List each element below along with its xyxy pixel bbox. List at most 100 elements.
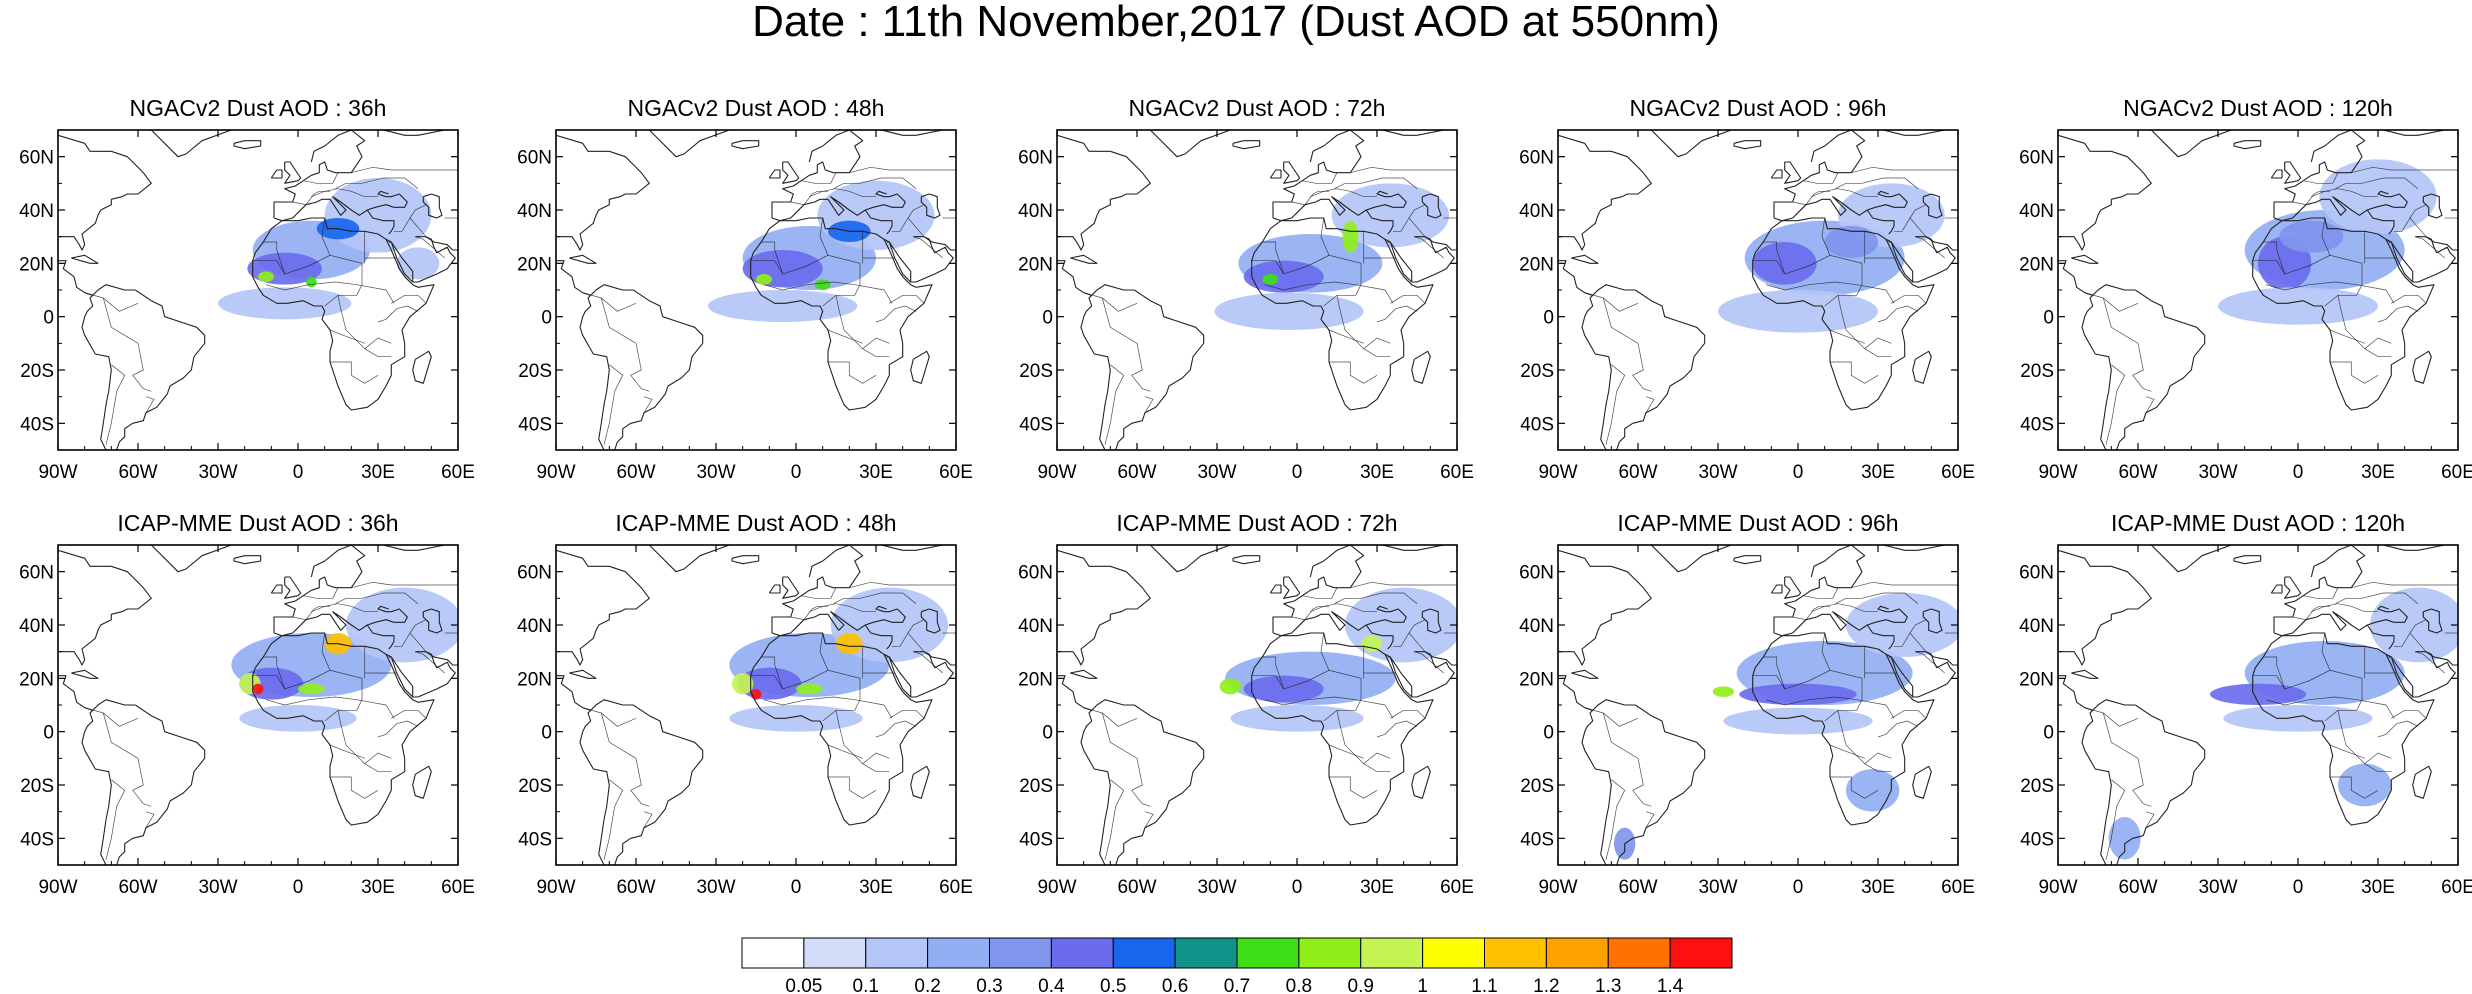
colorbar-label: 1.1	[1471, 976, 1497, 994]
lat-tick-label: 40S	[20, 414, 54, 435]
aod-contour	[2218, 287, 2378, 325]
aod-contour	[1345, 587, 1457, 663]
map-panel: ICAP-MME Dust AOD : 120h 60N 40N 20N 0 20S 40S…	[2019, 510, 2472, 898]
lat-tick-label: 60N	[1519, 148, 1554, 169]
lat-tick-label: 0	[43, 308, 54, 329]
lat-tick-label: 40N	[1018, 616, 1053, 637]
lon-tick-label: 60E	[1440, 462, 1474, 483]
lat-tick-label: 40S	[20, 829, 54, 850]
panel-title: NGACv2 Dust AOD : 48h	[628, 95, 885, 121]
lon-tick-label: 30W	[198, 877, 237, 898]
lat-tick-label: 20S	[518, 361, 552, 382]
coastlines	[1057, 130, 1457, 450]
lon-tick-label: 60E	[441, 462, 475, 483]
lon-tick-label: 30E	[2361, 462, 2395, 483]
aod-contour	[306, 276, 317, 288]
map-panel: NGACv2 Dust AOD : 48h 60N 40N 20N 0 20S 40S 90W…	[517, 95, 973, 483]
map-panel: NGACv2 Dust AOD : 72h 60N 40N 20N 0 20S 40S 90W…	[1018, 95, 1474, 483]
panel-title: NGACv2 Dust AOD : 96h	[1630, 95, 1887, 121]
aod-contour	[239, 705, 357, 732]
lat-tick-label: 40N	[1018, 201, 1053, 222]
aod-contour	[252, 683, 264, 695]
aod-contour	[1342, 220, 1359, 253]
lat-tick-label: 60N	[2019, 148, 2054, 169]
panel-title: ICAP-MME Dust AOD : 72h	[1116, 510, 1397, 536]
lat-tick-label: 20S	[1520, 361, 1554, 382]
lon-tick-label: 90W	[536, 462, 575, 483]
lon-tick-label: 60W	[1618, 877, 1657, 898]
colorbar-label: 1	[1417, 976, 1428, 994]
lat-tick-label: 20S	[20, 361, 54, 382]
aod-contour	[1712, 686, 1735, 698]
lat-tick-label: 40S	[1520, 829, 1554, 850]
aod-contour	[836, 633, 863, 655]
lat-tick-label: 20S	[1520, 776, 1554, 797]
panel-title: NGACv2 Dust AOD : 120h	[2123, 95, 2393, 121]
colorbar-swatch	[1298, 937, 1362, 969]
lon-tick-label: 0	[2293, 462, 2304, 483]
lat-tick-label: 20N	[1519, 669, 1554, 690]
lon-tick-label: 0	[791, 877, 802, 898]
lat-tick-label: 60N	[2019, 563, 2054, 584]
aod-contour	[1752, 242, 1817, 285]
aod-contour	[346, 587, 458, 663]
colorbar-swatch	[989, 937, 1052, 969]
lon-tick-label: 30E	[361, 877, 395, 898]
lat-tick-label: 40S	[2020, 414, 2054, 435]
lat-tick-label: 60N	[19, 563, 54, 584]
lat-tick-label: 0	[2043, 308, 2054, 329]
lon-tick-label: 30E	[1360, 462, 1394, 483]
lat-tick-label: 40S	[518, 829, 552, 850]
lat-tick-label: 20N	[517, 669, 552, 690]
lon-tick-label: 30W	[1698, 462, 1737, 483]
aod-contour	[732, 673, 754, 695]
coastlines	[1558, 130, 1958, 450]
aod-contour	[1219, 678, 1242, 695]
lon-tick-label: 30E	[1360, 877, 1394, 898]
lon-tick-label: 60E	[1440, 877, 1474, 898]
lon-tick-label: 30E	[2361, 877, 2395, 898]
lon-tick-label: 60E	[1941, 462, 1975, 483]
lat-tick-label: 60N	[1519, 563, 1554, 584]
lat-tick-label: 20N	[2019, 254, 2054, 275]
colorbar-label: 0.8	[1286, 976, 1312, 994]
lon-tick-label: 0	[1292, 877, 1303, 898]
lat-tick-label: 40S	[1520, 414, 1554, 435]
lat-tick-label: 20S	[518, 776, 552, 797]
colorbar-label: 0.1	[853, 976, 879, 994]
panel-title: NGACv2 Dust AOD : 36h	[130, 95, 387, 121]
lon-tick-label: 90W	[1538, 462, 1577, 483]
lat-tick-label: 20N	[1018, 669, 1053, 690]
colorbar-label: 0.7	[1224, 976, 1250, 994]
lat-tick-label: 40N	[1519, 201, 1554, 222]
lat-tick-label: 60N	[517, 148, 552, 169]
lat-tick-label: 0	[1543, 723, 1554, 744]
coastlines	[1057, 545, 1457, 865]
lon-tick-label: 30W	[696, 462, 735, 483]
aod-contour	[1723, 707, 1873, 735]
lat-tick-label: 40N	[19, 616, 54, 637]
colorbar-label: 0.9	[1348, 976, 1374, 994]
colorbar-label: 1.2	[1533, 976, 1559, 994]
lon-tick-label: 30W	[1197, 877, 1236, 898]
lat-tick-label: 40S	[1019, 829, 1053, 850]
colorbar-swatch	[1112, 937, 1176, 969]
lat-tick-label: 60N	[1018, 563, 1053, 584]
lon-tick-label: 0	[293, 462, 304, 483]
aod-contour	[756, 274, 772, 285]
lon-tick-label: 30E	[1861, 462, 1895, 483]
colorbar-swatch	[803, 937, 867, 969]
lon-tick-label: 60E	[2441, 877, 2472, 898]
lon-tick-label: 60W	[1117, 877, 1156, 898]
colorbar-swatch	[1236, 937, 1300, 969]
aod-contour	[814, 279, 831, 290]
lon-tick-label: 30W	[198, 462, 237, 483]
lon-tick-label: 90W	[1037, 877, 1076, 898]
lon-tick-label: 30W	[2198, 877, 2237, 898]
lon-tick-label: 60W	[118, 462, 157, 483]
colorbar-swatch	[1669, 937, 1733, 969]
lat-tick-label: 40N	[2019, 201, 2054, 222]
colorbar-swatch	[927, 937, 990, 969]
colorbar-label: 0.4	[1038, 976, 1065, 994]
lon-tick-label: 60E	[939, 877, 973, 898]
